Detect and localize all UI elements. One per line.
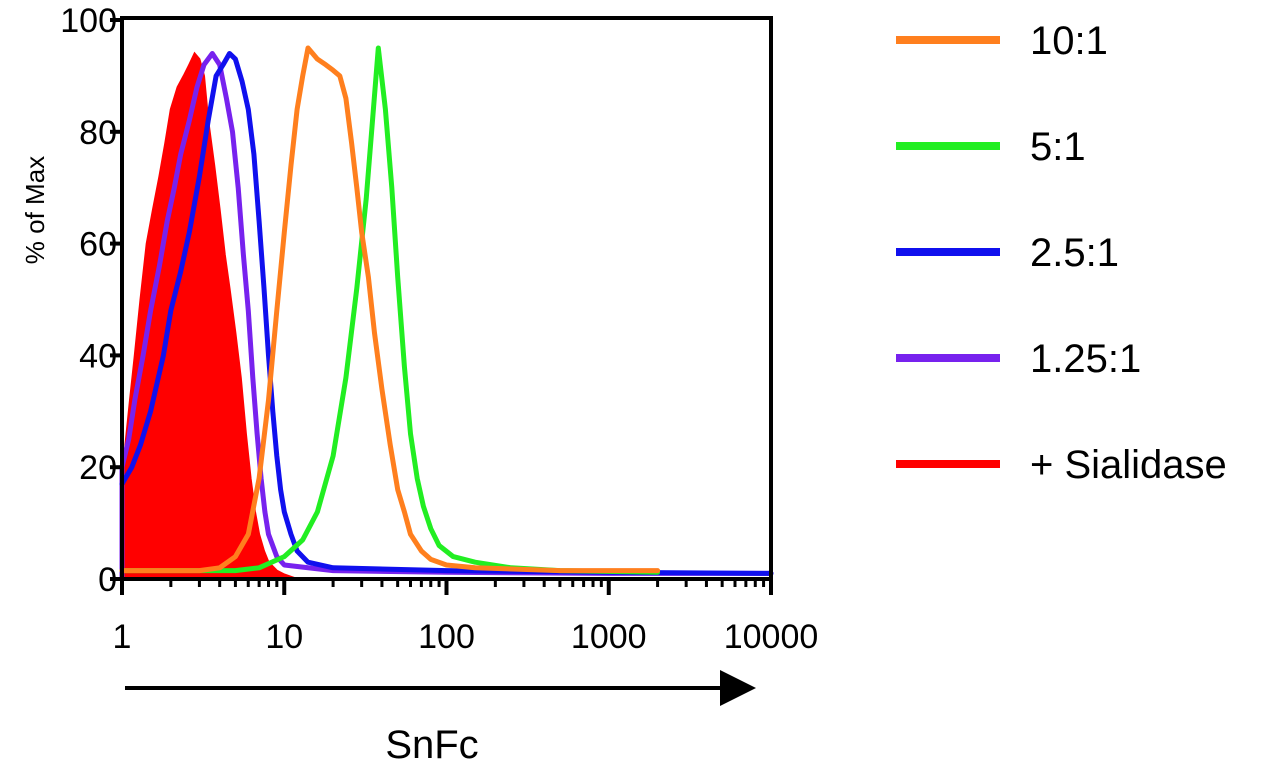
legend-label: 1.25:1 <box>1030 337 1141 381</box>
series-1-25-1-line <box>119 51 774 582</box>
y-tick-label: 20 <box>79 449 117 487</box>
series-sialidase-area <box>121 51 298 580</box>
x-tick-label: 1 <box>113 618 132 656</box>
y-axis-title: % of Max <box>20 156 50 264</box>
x-tick-label: 100 <box>418 618 475 656</box>
x-tick-label: 10 <box>265 618 303 656</box>
fills-layer <box>121 51 298 580</box>
x-tick-label: 1000 <box>571 618 647 656</box>
legend-item-2-5-1: 2.5:1 <box>896 231 1119 275</box>
y-axis-ticks: 0 20 40 60 80 100 <box>60 2 122 599</box>
series-2-5-1-line <box>119 51 774 576</box>
x-axis-arrow-head <box>720 670 756 706</box>
legend-item-1-25-1: 1.25:1 <box>896 337 1141 381</box>
series-10-1-line <box>119 45 661 574</box>
x-axis-title: SnFc <box>385 723 478 764</box>
legend-label: 5:1 <box>1030 125 1086 169</box>
legend-label: 10:1 <box>1030 19 1108 63</box>
y-tick-label: 100 <box>60 2 117 40</box>
lines-layer <box>119 45 774 582</box>
x-axis-ticks: 1 10 100 1000 10000 <box>113 579 819 656</box>
legend-label: 2.5:1 <box>1030 231 1119 275</box>
legend-label: + Sialidase <box>1030 443 1227 487</box>
y-tick-label: 40 <box>79 337 117 375</box>
y-tick-label: 60 <box>79 226 117 264</box>
series-5-1-line <box>119 45 661 575</box>
legend-item-sialidase: + Sialidase <box>896 443 1227 487</box>
legend-item-5-1: 5:1 <box>896 125 1086 169</box>
legend: 10:1 5:1 2.5:1 1.25:1 + Sialidase <box>896 19 1227 487</box>
x-tick-label: 10000 <box>724 618 819 656</box>
y-tick-label: 0 <box>98 561 117 599</box>
legend-item-10-1: 10:1 <box>896 19 1108 63</box>
y-tick-label: 80 <box>79 114 117 152</box>
